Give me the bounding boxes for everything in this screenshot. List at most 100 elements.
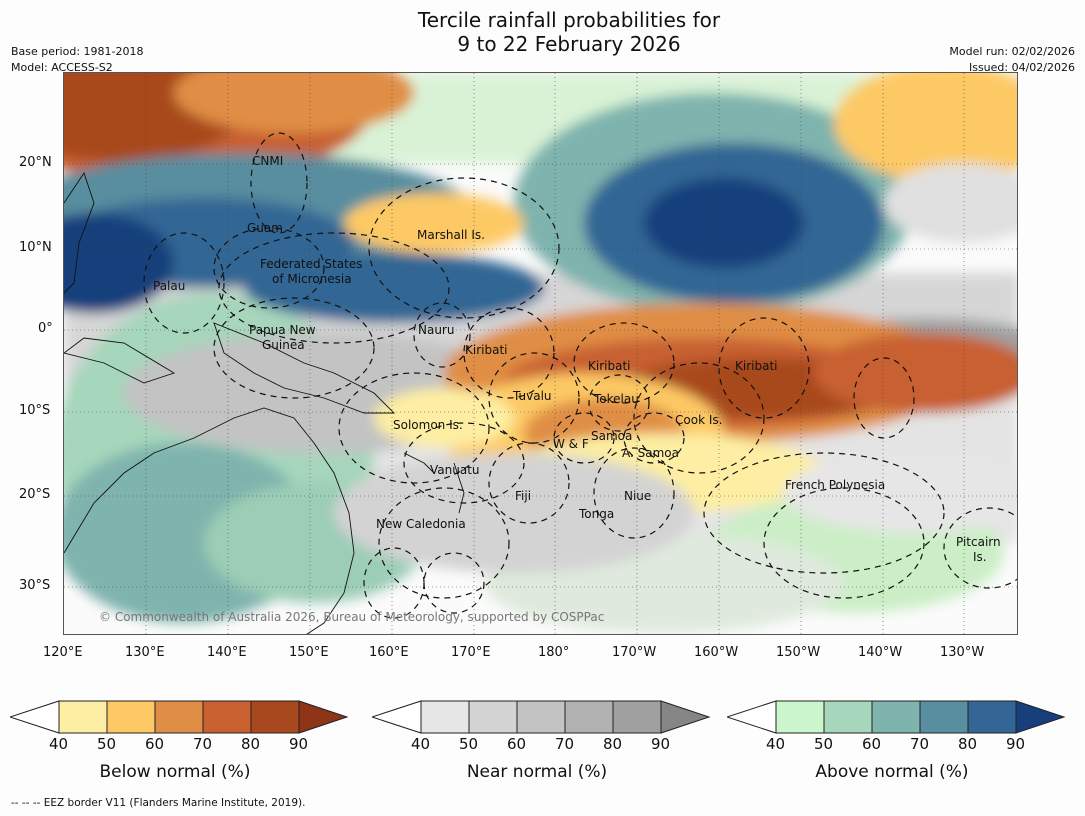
near-tick-60: 60 [507,735,527,753]
label-fiji: Fiji [515,489,532,503]
label-pitcairn-line2: Is. [973,550,987,564]
near-swatch-40-50 [420,700,470,734]
label-pitcairn-line1: Pitcairn [956,535,1001,549]
near-swatch-60-70 [516,700,566,734]
below-swatch-70-80 [202,700,252,734]
above-swatch-40-50 [775,700,825,734]
near-tick-70: 70 [555,735,575,753]
near-tick-50: 50 [459,735,479,753]
label-palau: Palau [153,279,186,293]
lat-label-10n: 10°N [19,240,52,255]
eez-borders [143,132,1017,619]
near-tick-90: 90 [651,735,671,753]
above-tick-90: 90 [1006,735,1026,753]
label-guam: Guam [247,221,283,235]
colorbar-near-normal: 40 50 60 70 80 90 Near normal (%) [370,700,712,782]
lon-label-130e: 130°E [125,645,165,660]
map-title-line2: 9 to 22 February 2026 [457,32,681,56]
lon-label-130w: 130°W [940,645,985,660]
colorbar-below-swatches [8,700,349,734]
copyright-credit: © Commonwealth of Australia 2026, Bureau… [99,610,605,624]
model-name: Model: ACCESS-S2 [11,61,113,74]
colorbar-near-swatches [370,700,711,734]
below-tick-60: 60 [145,735,165,753]
label-fsm-line1: Federated States [260,257,363,271]
near-swatch-80-90 [612,700,662,734]
near-swatch-50-60 [468,700,518,734]
label-niue: Niue [624,489,652,503]
colorbar-above-normal: 40 50 60 70 80 90 Above normal (%) [725,700,1067,782]
above-swatch-60-70 [871,700,921,734]
label-kiribati-west: Kiribati [465,343,508,357]
lon-label-140w: 140°W [858,645,903,660]
above-tick-60: 60 [862,735,882,753]
above-normal-title: Above normal (%) [815,762,969,782]
issued-date: Issued: 04/02/2026 [968,61,1075,74]
label-cnmi: CNMI [252,154,284,168]
map-title-line1: Tercile rainfall probabilities for [417,8,721,32]
base-period: Base period: 1981-2018 [11,45,144,58]
lat-label-30s: 30°S [19,578,51,593]
below-swatch-80-90 [250,700,300,734]
above-tick-70: 70 [910,735,930,753]
above-swatch-70-80 [919,700,969,734]
below-swatch-50-60 [106,700,156,734]
label-new-caledonia: New Caledonia [376,517,466,531]
below-tick-50: 50 [97,735,117,753]
label-kiribati-central: Kiribati [588,359,631,373]
colorbar-below-normal: 40 50 60 70 80 90 Below normal (%) [8,700,350,782]
label-french-polynesia: French Polynesia [785,478,886,492]
lon-label-170e: 170°E [451,645,491,660]
lon-label-150e: 150°E [289,645,329,660]
lat-label-0: 0° [38,321,53,336]
probability-fields [64,73,1017,633]
label-tuvalu: Tuvalu [513,389,552,403]
below-swatch-60-70 [154,700,204,734]
above-tick-40: 40 [766,735,786,753]
label-png-line2: Guinea [262,338,305,352]
lon-label-180: 180° [538,645,570,660]
near-tick-40: 40 [411,735,431,753]
lon-label-120e: 120°E [43,645,83,660]
coastlines [64,171,465,634]
label-nauru: Nauru [418,323,455,337]
label-marshall: Marshall Is. [417,228,485,242]
label-tonga: Tonga [579,507,615,521]
above-tick-80: 80 [958,735,978,753]
below-swatch-90-plus [298,700,349,734]
near-normal-title: Near normal (%) [466,762,608,782]
below-tick-90: 90 [289,735,309,753]
label-kiribati-east: Kiribati [735,359,778,373]
lon-label-160w: 160°W [694,645,739,660]
below-tick-80: 80 [241,735,261,753]
colorbar-above-swatches [725,700,1066,734]
lat-label-20n: 20°N [19,155,52,170]
label-cook: Cook Is. [675,413,723,427]
label-png-line1: Papua New [249,323,316,337]
label-solomon: Solomon Is. [393,418,463,432]
label-samoa: Samoa [591,429,633,443]
label-tokelau: Tokelau [594,392,639,406]
below-tick-70: 70 [193,735,213,753]
eez-border-note: -- -- -- EEZ border V11 (Flanders Marine… [11,797,306,809]
label-american-samoa: A. Samoa [622,446,679,460]
label-vanuatu: Vanuatu [430,463,480,477]
near-tick-80: 80 [603,735,623,753]
above-swatch-90-plus [1015,700,1066,734]
below-tick-40: 40 [49,735,69,753]
below-normal-title: Below normal (%) [99,762,251,782]
lon-label-170w: 170°W [612,645,657,660]
above-swatch-50-60 [823,700,873,734]
near-swatch-70-80 [564,700,614,734]
model-run: Model run: 02/02/2026 [949,45,1075,58]
rainfall-probability-map[interactable]: CNMI Guam Marshall Is. Federated States … [63,72,1018,635]
lat-label-10s: 10°S [19,403,51,418]
label-wallis-futuna: W & F [553,437,589,451]
near-swatch-90-plus [660,700,711,734]
lon-label-160e: 160°E [369,645,409,660]
map-svg [64,73,1017,634]
lat-label-20s: 20°S [19,487,51,502]
above-swatch-80-90 [967,700,1017,734]
below-swatch-40-50 [58,700,108,734]
lon-label-150w: 150°W [776,645,821,660]
